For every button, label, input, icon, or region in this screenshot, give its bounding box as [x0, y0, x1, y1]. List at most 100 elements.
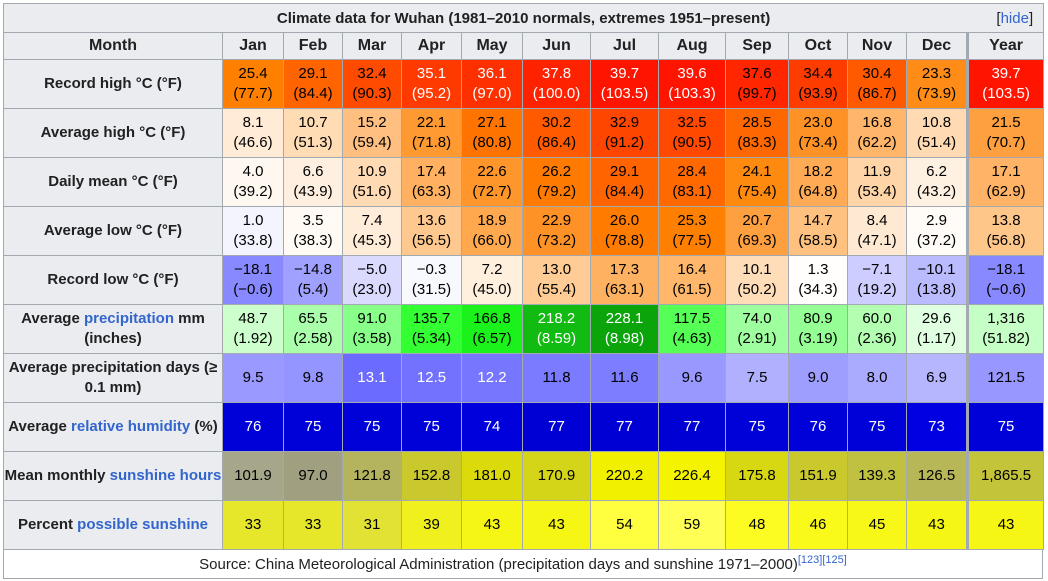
cell-value-secondary: (103.5) [600, 85, 649, 102]
data-cell: 24.1 (75.4) [725, 157, 789, 207]
source-cell: Source: China Meteorological Administrat… [3, 550, 1043, 579]
data-cell: 3.5 (38.3) [283, 206, 343, 256]
cell-value-secondary: (73.4) [798, 134, 838, 151]
cell-value: 29.1 [298, 65, 328, 82]
cell-value-secondary: (3.19) [798, 330, 838, 347]
cell-value: 10.8 [921, 114, 952, 131]
data-cell: 6.6 (43.9) [283, 157, 343, 207]
data-cell: 77 [658, 402, 726, 452]
data-cell: 12.2 [461, 353, 523, 403]
cell-value: 121.8 [353, 467, 391, 484]
cell-value-secondary: (37.2) [916, 232, 957, 249]
cell-value: 1.3 [807, 261, 829, 278]
cell-value-secondary: (43.9) [293, 183, 333, 200]
row-header-text: Record high °C (°F) [44, 75, 182, 92]
cell-value: 16.4 [677, 261, 707, 278]
cell-value-secondary: (56.8) [986, 232, 1026, 249]
cell-value: 26.2 [541, 163, 572, 180]
cell-value-secondary: (77.5) [672, 232, 712, 249]
data-cell: 91.0 (3.58) [342, 304, 402, 354]
cell-value: 8.4 [866, 212, 888, 229]
data-cell: 7.4 (45.3) [342, 206, 402, 256]
cell-value: 1,865.5 [981, 467, 1032, 484]
cell-value-secondary: (50.2) [737, 281, 777, 298]
cell-value: 37.6 [742, 65, 772, 82]
cell-value-secondary: (78.8) [604, 232, 645, 249]
cell-value: −18.1 [234, 261, 272, 278]
source-row: Source: China Meteorological Administrat… [3, 550, 1043, 579]
data-cell: 39.6 (103.3) [658, 59, 726, 109]
data-cell: 37.6 (99.7) [725, 59, 789, 109]
row-header-text: Average precipitation days (≥ 0.1 mm) [8, 359, 218, 396]
cell-value-secondary: (83.1) [672, 183, 712, 200]
cell-value-secondary: (69.3) [737, 232, 777, 249]
data-cell: 151.9 [788, 451, 848, 501]
cell-value: 13.6 [416, 212, 447, 229]
cell-value-secondary: (51.82) [982, 330, 1030, 347]
cell-value: 48.7 [238, 310, 268, 327]
data-cell: 139.3 [847, 451, 907, 501]
cell-value: 75 [748, 418, 766, 435]
row-header-link[interactable]: relative humidity [71, 418, 191, 435]
cell-value-secondary: (99.7) [737, 85, 777, 102]
data-cell: 10.7 (51.3) [283, 108, 343, 158]
cell-value-secondary: (−0.6) [233, 281, 273, 298]
row-header-link[interactable]: possible sunshine [77, 516, 209, 533]
month-header-jan: Jan [222, 32, 284, 60]
data-cell: 39.7 (103.5) [590, 59, 659, 109]
cell-value-secondary: (5.4) [297, 281, 329, 298]
data-row: Average high °C (°F) 8.1 (46.6) 10.7 (51.3) 1… [3, 108, 1045, 158]
cell-value-secondary: (97.0) [472, 85, 512, 102]
cell-value-secondary: (58.5) [798, 232, 838, 249]
cell-value: −18.1 [987, 261, 1026, 278]
month-header-nov: Nov [847, 32, 907, 60]
data-row: Record high °C (°F) 25.4 (77.7) 29.1 (84.4) 3… [3, 59, 1045, 109]
row-header: Average high °C (°F) [3, 108, 223, 158]
cell-value: 45 [868, 516, 886, 533]
cell-value: 75 [997, 418, 1015, 435]
data-cell: 76 [222, 402, 284, 452]
cell-value-secondary: (80.8) [472, 134, 512, 151]
data-cell: 170.9 [522, 451, 591, 501]
data-cell: 1.3 (34.3) [788, 255, 848, 305]
row-header-link[interactable]: sunshine hours [109, 467, 222, 484]
data-cell: 6.9 [906, 353, 968, 403]
cell-value: 32.4 [357, 65, 387, 82]
cell-value-secondary: (103.5) [982, 85, 1030, 102]
data-cell: 75 [847, 402, 907, 452]
hide-toggle[interactable]: [hide] [996, 10, 1033, 27]
data-cell: 101.9 [222, 451, 284, 501]
data-cell: 126.5 [906, 451, 968, 501]
cell-value: 6.6 [302, 163, 324, 180]
row-header: Average low °C (°F) [3, 206, 223, 256]
row-header-link[interactable]: precipitation [83, 310, 174, 327]
data-cell: 75 [283, 402, 343, 452]
month-header-row: Month Jan Feb Mar Apr May Jun Jul Aug Sep Oct Nov D… [3, 32, 1045, 60]
cell-value-secondary: (70.7) [986, 134, 1026, 151]
cell-value: 43 [928, 516, 945, 533]
row-header: Record high °C (°F) [3, 59, 223, 109]
source-refs[interactable]: [123][125] [797, 553, 847, 566]
data-cell: 31 [342, 500, 402, 550]
month-header-feb: Feb [283, 32, 343, 60]
row-header: Mean monthly sunshine hours [3, 451, 223, 501]
cell-value: 11.6 [610, 369, 639, 386]
cell-value: 46 [809, 516, 827, 533]
cell-value: 37.8 [541, 65, 572, 82]
cell-value: 10.7 [298, 114, 328, 131]
data-cell: 39 [401, 500, 462, 550]
data-cell: 9.8 [283, 353, 343, 403]
cell-value: 7.5 [746, 369, 768, 386]
data-cell: 228.1 (8.98) [590, 304, 659, 354]
cell-value-secondary: (33.8) [233, 232, 273, 249]
cell-value: 28.4 [677, 163, 707, 180]
cell-value: 9.8 [302, 369, 324, 386]
data-cell: 27.1 (80.8) [461, 108, 523, 158]
data-row: Record low °C (°F) −18.1 (−0.6) −14.8 (5.4) −… [3, 255, 1045, 305]
cell-value: 26.0 [609, 212, 640, 229]
data-cell: 8.1 (46.6) [222, 108, 284, 158]
data-cell: 17.1 (62.9) [965, 157, 1045, 207]
data-cell: 36.1 (97.0) [461, 59, 523, 109]
hide-link[interactable]: hide [1000, 10, 1029, 27]
data-cell: 46 [788, 500, 848, 550]
